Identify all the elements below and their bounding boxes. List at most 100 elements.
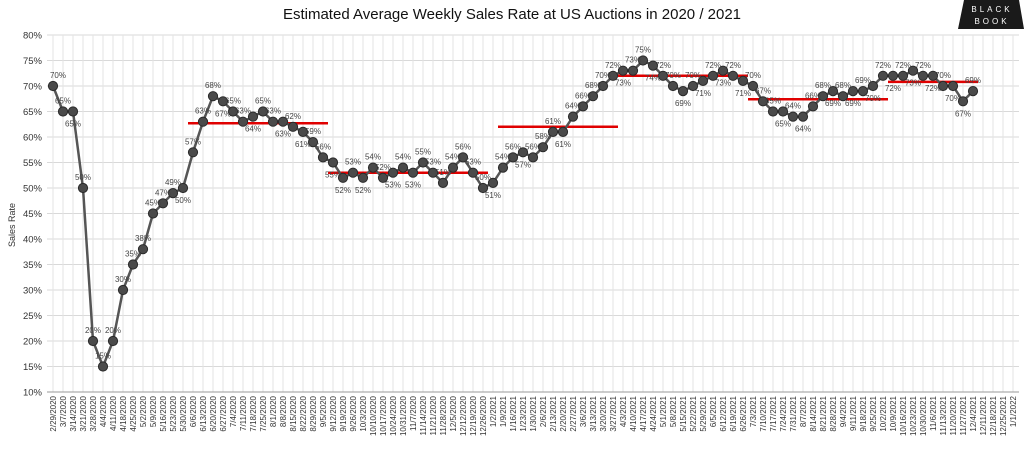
data-point bbox=[837, 91, 849, 102]
data-label: 62% bbox=[285, 112, 301, 121]
x-tick-label: 7/18/2020 bbox=[249, 395, 258, 431]
data-label: 49% bbox=[165, 178, 181, 187]
data-label: 70% bbox=[50, 71, 66, 80]
data-point bbox=[137, 244, 149, 255]
x-tick-label: 1/30/2021 bbox=[529, 395, 538, 431]
data-point bbox=[187, 147, 199, 158]
x-tick-label: 2/6/2021 bbox=[539, 395, 548, 427]
y-tick-label: 35% bbox=[23, 260, 43, 271]
data-point bbox=[317, 152, 329, 163]
x-tick-label: 5/23/2020 bbox=[169, 395, 178, 431]
data-label: 72% bbox=[875, 61, 891, 70]
data-label: 53% bbox=[425, 158, 441, 167]
data-point bbox=[597, 80, 609, 92]
x-tick-label: 10/30/2021 bbox=[919, 395, 928, 436]
x-tick-label: 4/11/2020 bbox=[109, 395, 118, 431]
x-tick-label: 8/29/2020 bbox=[309, 395, 318, 431]
x-tick-label: 12/26/2020 bbox=[479, 395, 488, 436]
data-label: 53% bbox=[465, 158, 481, 167]
x-tick-label: 2/27/2021 bbox=[569, 395, 578, 431]
x-tick-label: 10/16/2021 bbox=[899, 395, 908, 436]
x-tick-label: 12/11/2021 bbox=[979, 395, 988, 435]
x-tick-label: 9/25/2021 bbox=[869, 395, 878, 431]
svg-text:BOOK: BOOK bbox=[974, 17, 1009, 26]
x-tick-label: 12/12/2020 bbox=[459, 395, 468, 436]
data-label: 61% bbox=[295, 140, 311, 149]
x-tick-label: 10/31/2020 bbox=[399, 395, 408, 436]
data-label: 15% bbox=[95, 352, 111, 361]
data-point bbox=[737, 75, 749, 87]
data-label: 75% bbox=[635, 46, 651, 55]
x-tick-label: 8/7/2021 bbox=[799, 395, 808, 427]
data-point bbox=[257, 106, 269, 117]
y-tick-label: 30% bbox=[23, 286, 43, 297]
data-point bbox=[717, 65, 729, 76]
y-tick-label: 65% bbox=[23, 107, 43, 118]
data-label: 73% bbox=[905, 79, 921, 88]
data-label: 67% bbox=[755, 86, 771, 95]
data-label: 52% bbox=[355, 186, 371, 195]
x-tick-label: 6/12/2021 bbox=[719, 395, 728, 431]
data-point bbox=[417, 157, 429, 168]
x-tick-label: 9/26/2020 bbox=[349, 395, 358, 431]
data-point bbox=[517, 147, 529, 158]
x-tick-label: 11/6/2021 bbox=[929, 395, 938, 431]
data-label: 53% bbox=[385, 181, 401, 190]
x-tick-label: 8/8/2020 bbox=[279, 395, 288, 427]
data-label: 71% bbox=[735, 89, 751, 98]
x-tick-label: 4/17/2021 bbox=[639, 395, 648, 431]
data-point bbox=[877, 70, 889, 81]
data-label: 72% bbox=[655, 61, 671, 70]
data-label: 65% bbox=[55, 97, 71, 106]
x-tick-label: 4/4/2020 bbox=[99, 395, 108, 427]
x-tick-label: 11/13/2021 bbox=[939, 395, 948, 435]
x-tick-label: 11/28/2020 bbox=[439, 395, 448, 435]
x-tick-label: 8/22/2020 bbox=[299, 395, 308, 431]
data-label: 47% bbox=[155, 188, 171, 197]
data-point bbox=[777, 106, 789, 117]
x-tick-label: 8/15/2020 bbox=[289, 395, 298, 431]
x-tick-label: 10/23/2021 bbox=[909, 395, 918, 436]
data-point bbox=[677, 86, 689, 97]
data-point bbox=[667, 80, 679, 92]
data-label: 70% bbox=[945, 94, 961, 103]
x-tick-label: 5/8/2021 bbox=[669, 395, 678, 427]
data-label: 69% bbox=[855, 76, 871, 85]
x-tick-label: 10/3/2020 bbox=[359, 395, 368, 431]
data-label: 45% bbox=[145, 199, 161, 208]
x-tick-label: 3/27/2021 bbox=[609, 395, 618, 431]
x-tick-label: 6/5/2021 bbox=[709, 395, 718, 427]
y-tick-label: 45% bbox=[23, 209, 43, 220]
x-tick-label: 8/28/2021 bbox=[829, 395, 838, 431]
x-tick-label: 11/27/2021 bbox=[959, 395, 968, 435]
data-label: 69% bbox=[825, 99, 841, 108]
data-label: 50% bbox=[475, 173, 491, 182]
x-tick-label: 9/4/2021 bbox=[839, 395, 848, 427]
data-point bbox=[377, 172, 389, 183]
svg-text:BLACK: BLACK bbox=[971, 5, 1012, 14]
data-point bbox=[807, 101, 819, 112]
data-label: 52% bbox=[375, 163, 391, 172]
data-label: 56% bbox=[505, 142, 521, 151]
data-point bbox=[697, 75, 709, 87]
x-tick-label: 7/25/2020 bbox=[259, 395, 268, 431]
x-tick-label: 5/15/2021 bbox=[679, 395, 688, 431]
x-tick-label: 3/13/2021 bbox=[589, 395, 598, 431]
data-point bbox=[787, 111, 799, 122]
data-label: 68% bbox=[815, 81, 831, 90]
data-point bbox=[757, 96, 769, 107]
x-tick-label: 11/20/2021 bbox=[949, 395, 958, 435]
x-tick-label: 6/27/2020 bbox=[219, 395, 228, 431]
x-tick-label: 5/29/2021 bbox=[699, 395, 708, 431]
y-axis-label: Sales Rate bbox=[7, 203, 17, 247]
x-tick-label: 5/1/2021 bbox=[659, 395, 668, 427]
data-point bbox=[567, 111, 579, 122]
data-label: 20% bbox=[105, 326, 121, 335]
x-tick-label: 12/18/2021 bbox=[989, 395, 998, 436]
data-point bbox=[47, 80, 59, 92]
data-point bbox=[797, 111, 809, 122]
data-point bbox=[167, 188, 179, 199]
x-tick-label: 10/24/2020 bbox=[389, 395, 398, 436]
x-tick-label: 7/10/2021 bbox=[759, 395, 768, 431]
data-label: 55% bbox=[325, 171, 341, 180]
